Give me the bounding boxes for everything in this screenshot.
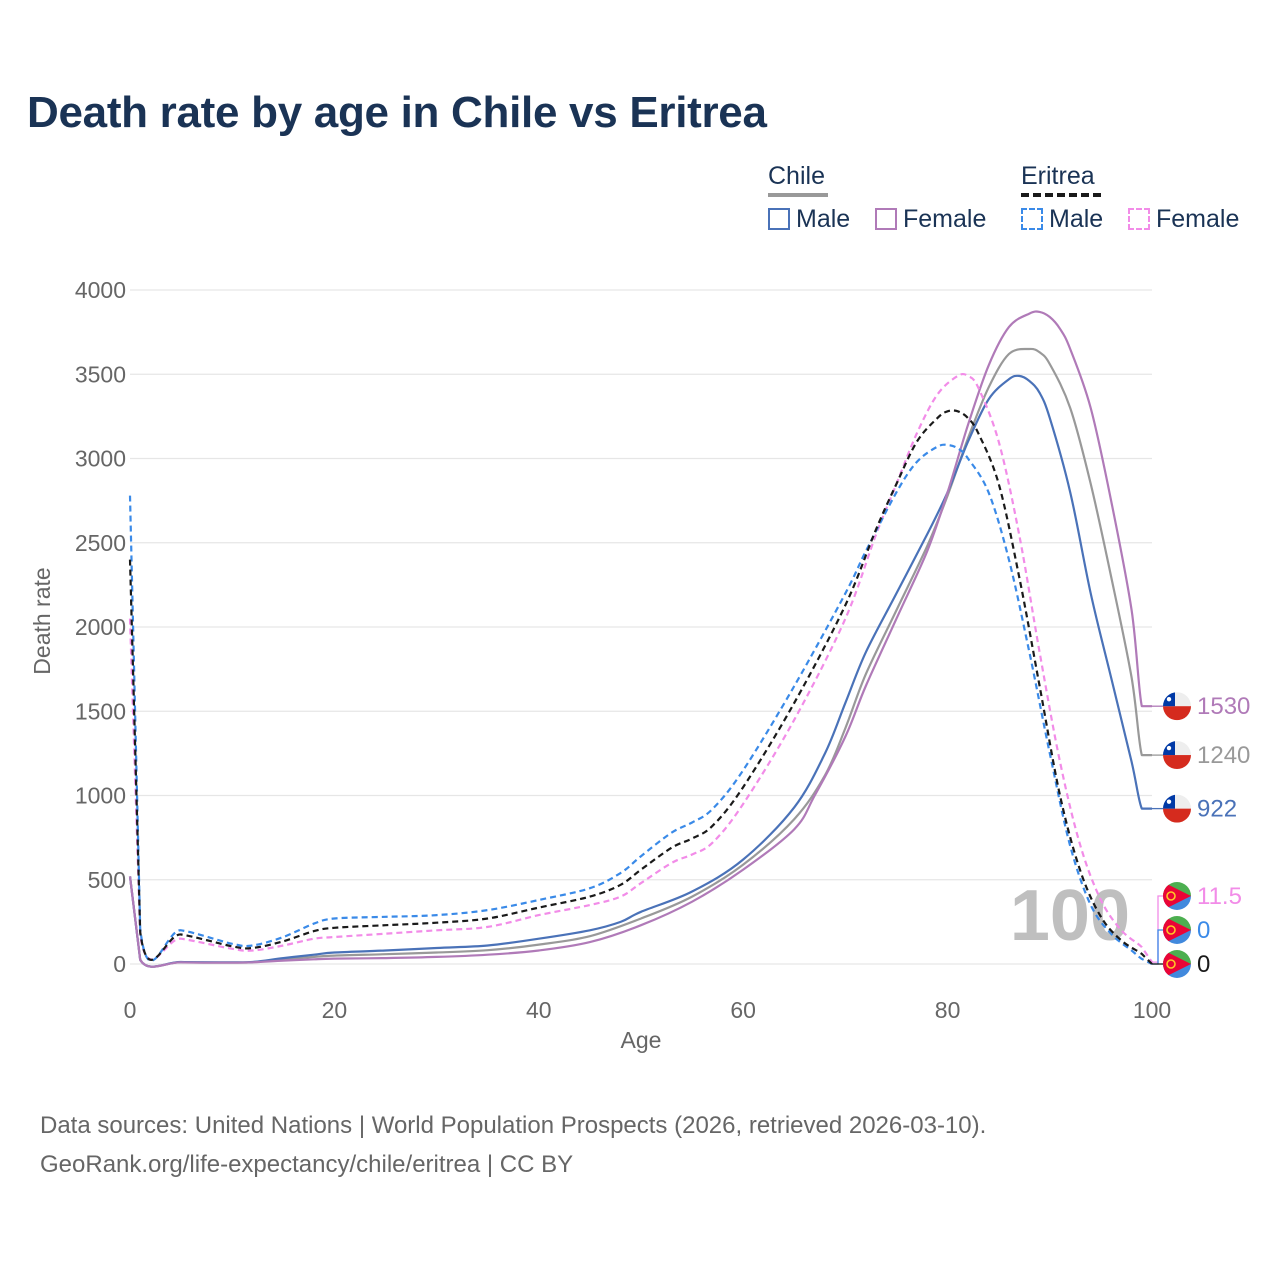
legend-chile-text: Chile	[768, 162, 825, 190]
legend-swatch-chile-female	[875, 208, 897, 230]
end-labels: 1530 1240 922 11.5 0 0	[1152, 692, 1250, 978]
end-label-eritrea-female: 11.5	[1197, 883, 1242, 910]
x-tick-label-0: 0	[124, 997, 137, 1023]
legend-eritrea-female-label: Female	[1156, 204, 1240, 233]
series-line-eritrea-male[interactable]	[128, 443, 1153, 965]
series-line-chile-female[interactable]	[128, 310, 1152, 968]
legend-swatch-chile-male	[768, 208, 790, 230]
y-tick-label-1000: 1000	[75, 783, 126, 809]
y-axis-title: Death rate	[29, 567, 55, 674]
flag-chile-icon	[1163, 692, 1191, 721]
series-line-chile-male[interactable]	[128, 374, 1152, 968]
x-axis-ticks: 0 20 40 60 80 100	[124, 997, 1172, 1023]
legend-eritrea-line	[1021, 193, 1101, 197]
legend-eritrea-male-label: Male	[1049, 204, 1104, 233]
series-line-eritrea-total[interactable]	[128, 409, 1153, 965]
y-tick-label-3500: 3500	[75, 361, 126, 387]
legend-item-eritrea-male[interactable]: Male	[1021, 204, 1103, 234]
y-axis-ticks: 0 500 1000 1500 2000 2500 3000 3500 4000	[75, 277, 126, 977]
sources-line-2[interactable]: GeoRank.org/life-expectancy/chile/eritre…	[40, 1151, 574, 1178]
legend-eritrea-text: Eritrea	[1021, 162, 1095, 190]
legend-chile-female-label: Female	[903, 204, 987, 233]
legend-chile-male-label: Male	[796, 204, 851, 233]
x-tick-label-40: 40	[526, 997, 552, 1023]
x-tick-label-80: 80	[935, 997, 961, 1023]
legend-item-eritrea-female[interactable]: Female	[1128, 204, 1239, 234]
x-tick-label-20: 20	[322, 997, 348, 1023]
legend-swatch-eritrea-male	[1021, 208, 1043, 230]
end-label-chile-total: 1240	[1197, 742, 1250, 769]
legend-chile-label: Chile	[768, 162, 828, 197]
legend-chile-line	[768, 193, 828, 197]
x-axis-title: Age	[621, 1027, 662, 1053]
legend-eritrea-label: Eritrea	[1021, 162, 1101, 197]
series-line-eritrea-female[interactable]	[128, 372, 1153, 963]
end-label-eritrea-total: 0	[1197, 951, 1210, 978]
y-tick-label-1500: 1500	[75, 698, 126, 724]
flag-chile-icon	[1163, 794, 1191, 823]
legend-swatch-eritrea-female	[1128, 208, 1150, 230]
legend-item-chile-female[interactable]: Female	[875, 204, 986, 234]
flag-eritrea-icon	[1163, 950, 1191, 978]
sources: Data sources: United Nations | World Pop…	[40, 1106, 986, 1184]
y-tick-label-2500: 2500	[75, 530, 126, 556]
y-tick-label-3000: 3000	[75, 446, 126, 472]
y-tick-label-2000: 2000	[75, 614, 126, 640]
grid	[130, 289, 1152, 965]
end-connector-eritrea-female	[1152, 895, 1163, 963]
end-label-chile-male: 922	[1197, 796, 1237, 823]
watermark-year: 100	[1010, 876, 1130, 956]
legend-item-chile-male[interactable]: Male	[768, 204, 850, 234]
end-connector-eritrea-male	[1152, 929, 1163, 965]
flag-eritrea-icon	[1163, 882, 1191, 910]
flag-chile-icon	[1163, 741, 1191, 770]
flag-eritrea-icon	[1163, 916, 1191, 944]
end-label-eritrea-male: 0	[1197, 917, 1210, 944]
y-tick-label-500: 500	[88, 867, 126, 893]
y-tick-label-0: 0	[113, 951, 126, 977]
end-label-chile-female: 1530	[1197, 693, 1250, 720]
sources-line-1: Data sources: United Nations | World Pop…	[40, 1112, 987, 1139]
series-lines	[128, 310, 1153, 968]
chart-title: Death rate by age in Chile vs Eritrea	[27, 88, 767, 137]
x-tick-label-60: 60	[730, 997, 756, 1023]
y-tick-label-4000: 4000	[75, 277, 126, 303]
x-tick-label-100: 100	[1133, 997, 1171, 1023]
